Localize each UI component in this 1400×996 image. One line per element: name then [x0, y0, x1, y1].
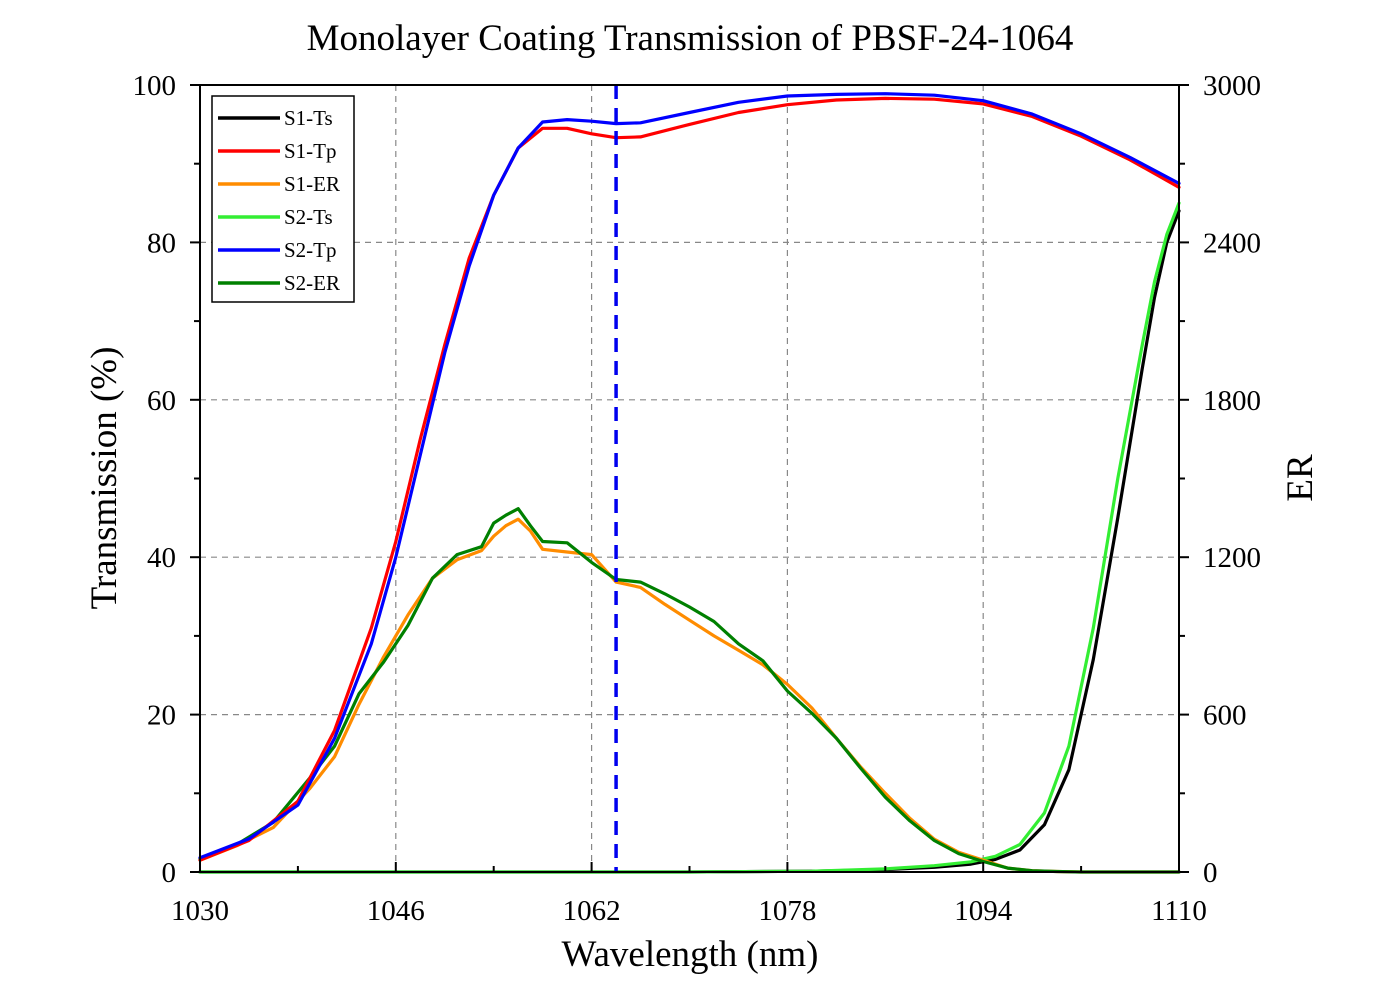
- y2-axis-title: ER: [1280, 454, 1321, 502]
- y-tick-label: 60: [147, 385, 176, 417]
- series-line-s2-ts: [198, 201, 1181, 874]
- series-line-s2-er: [198, 507, 1181, 874]
- y-tick-label: 100: [133, 70, 177, 102]
- y-tick-label: 80: [147, 227, 176, 259]
- y2-tick-label: 3000: [1203, 70, 1261, 102]
- x-tick-label: 1030: [171, 895, 229, 927]
- legend-label: S2-Ts: [284, 205, 333, 229]
- x-tick-label: 1062: [563, 895, 621, 927]
- x-tick-label: 1110: [1151, 895, 1207, 927]
- y-tick-label: 0: [162, 857, 177, 889]
- y-axis-left: 0 20 40 60 80 100: [133, 70, 200, 889]
- y-axis-title: Transmission (%): [84, 347, 125, 610]
- legend-label: S1-Ts: [284, 106, 333, 130]
- legend: S1-Ts S1-Tp S1-ER S2-Ts S2-Tp S2-ER: [211, 95, 355, 303]
- y-axis-right: 0 600 1200 1800 2400 3000: [1179, 70, 1261, 889]
- x-axis-title: Wavelength (nm): [562, 934, 819, 975]
- y2-tick-label: 2400: [1203, 227, 1261, 259]
- series-layer: [198, 92, 1181, 874]
- legend-label: S1-ER: [284, 172, 340, 196]
- x-tick-label: 1094: [954, 895, 1013, 927]
- grid-lines: [200, 85, 1179, 872]
- legend-box: [211, 95, 355, 303]
- x-tick-label: 1046: [367, 895, 425, 927]
- y-tick-label: 40: [147, 542, 176, 574]
- y2-tick-label: 600: [1203, 700, 1247, 732]
- y-tick-label: 20: [147, 700, 176, 732]
- y2-tick-label: 1800: [1203, 385, 1261, 417]
- legend-label: S2-ER: [284, 271, 340, 295]
- y2-tick-label: 0: [1203, 857, 1218, 889]
- series-line-s1-ts: [198, 209, 1181, 874]
- legend-label: S2-Tp: [284, 238, 337, 262]
- y2-tick-label: 1200: [1203, 542, 1261, 574]
- x-axis: 1030 1046 1062 1078 1094 1110: [171, 862, 1207, 927]
- series-line-s1-tp: [198, 96, 1181, 862]
- series-line-s2-tp: [198, 92, 1181, 860]
- x-tick-label: 1078: [758, 895, 816, 927]
- legend-label: S1-Tp: [284, 139, 337, 163]
- chart-title: Monolayer Coating Transmission of PBSF-2…: [307, 18, 1074, 59]
